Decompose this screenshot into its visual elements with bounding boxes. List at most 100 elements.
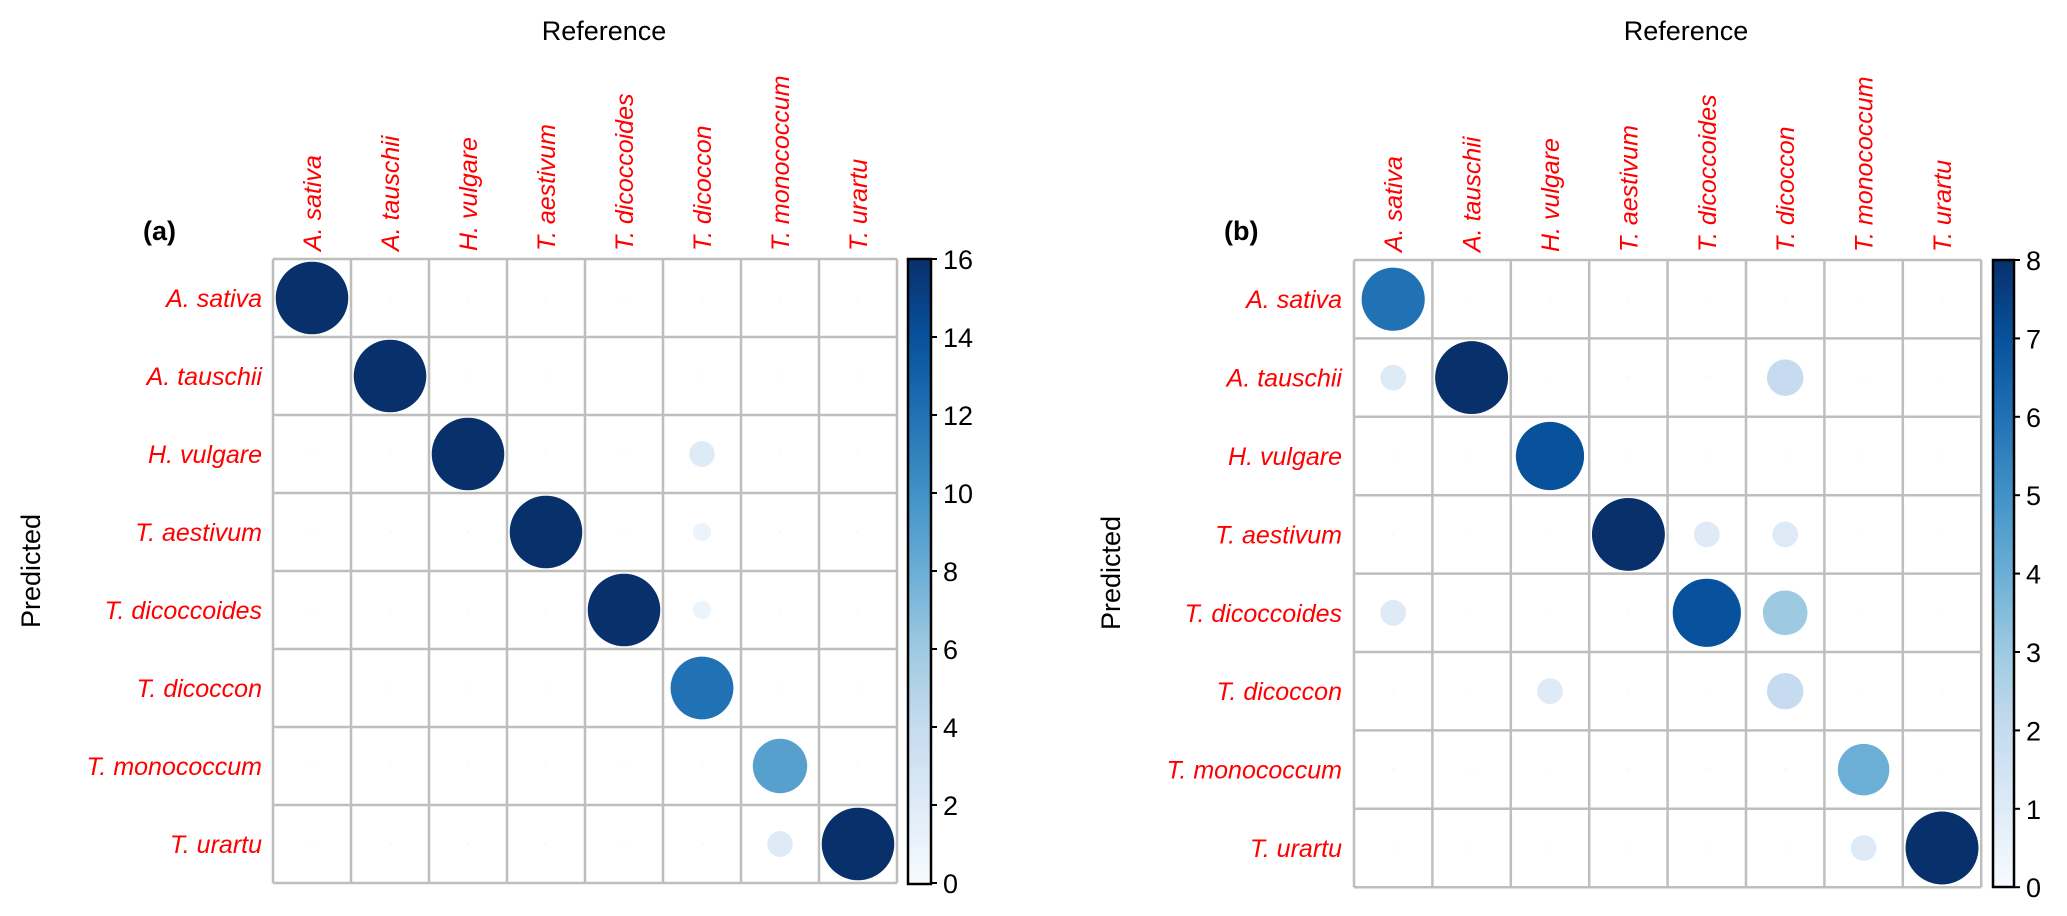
row-labels: A. sativa A. tauschii H. vulgare T. aestivu…	[1166, 286, 1343, 863]
row-label: H. vulgare	[148, 441, 262, 469]
cell-circle	[1548, 768, 1552, 771]
cell-circle	[856, 374, 860, 378]
row-label: T. monococcum	[1166, 757, 1342, 785]
cell-circle	[1784, 454, 1787, 458]
cell-circle	[778, 296, 782, 300]
colorbar-tick-label: 2	[943, 791, 958, 821]
cell-circle	[1862, 298, 1865, 301]
cell-circle	[1470, 298, 1473, 301]
row-label: T. urartu	[1250, 835, 1342, 863]
cell-circle	[1905, 811, 1979, 885]
cell-circle	[1627, 768, 1630, 771]
cell-circle	[466, 764, 470, 768]
colorbar-tick-label: 8	[943, 557, 958, 587]
cell-circle	[1862, 611, 1865, 614]
cell-circle	[1693, 521, 1720, 548]
cell-circle	[1470, 690, 1473, 693]
colorbar-tick-label: 14	[943, 323, 973, 353]
cell-circle	[310, 686, 314, 690]
colorbar-tick-label: 0	[2026, 873, 2041, 903]
row-label: T. aestivum	[135, 519, 262, 547]
cell-circle	[1392, 533, 1395, 536]
column-label: T. aestivum	[1615, 125, 1643, 252]
cell-circle	[1705, 454, 1709, 458]
panel-a: (a) Reference Predicted A. sativa A. taus…	[16, 16, 973, 899]
cell-circle	[856, 686, 860, 690]
x-axis-title: Reference	[542, 16, 667, 46]
cell-circle	[1784, 846, 1787, 850]
cell-circle	[587, 573, 661, 647]
cell-circle	[1837, 743, 1890, 796]
panel-label: (b)	[1224, 216, 1258, 246]
cells	[275, 261, 895, 881]
cell-circle	[1380, 364, 1407, 391]
cell-circle	[275, 261, 349, 335]
panel-label: (a)	[143, 216, 176, 246]
row-label: A. sativa	[1244, 286, 1342, 314]
row-labels: A. sativa A. tauschii H. vulgare T. aestivu…	[86, 285, 263, 859]
row-label: H. vulgare	[1228, 443, 1342, 471]
colorbar-tick-label: 16	[943, 245, 973, 275]
cell-circle	[700, 764, 704, 768]
cell-circle	[856, 608, 860, 612]
cell-circle	[1627, 690, 1630, 693]
cell-circle	[466, 842, 470, 846]
grid	[271, 257, 899, 885]
column-label: T. dicoccon	[689, 125, 717, 251]
cell-circle	[1627, 611, 1630, 614]
colorbar-tick-label: 12	[943, 401, 973, 431]
cell-circle	[1380, 599, 1407, 626]
cell-circle	[388, 608, 392, 612]
cell-circle	[1392, 454, 1395, 458]
column-label: T. dicoccon	[1772, 126, 1800, 252]
cell-circle	[1705, 298, 1709, 301]
cell-circle	[388, 452, 392, 456]
column-labels: A. sativa A. tauschii H. vulgare T. aestivu…	[1380, 76, 1957, 254]
cell-circle	[310, 530, 314, 534]
cell-circle	[388, 686, 392, 690]
colorbar-gradient	[906, 257, 933, 886]
grid	[1352, 258, 1983, 889]
cell-circle	[1361, 267, 1425, 331]
row-label: T. dicoccoides	[1185, 600, 1343, 628]
cell-circle	[544, 842, 548, 846]
cell-circle	[310, 608, 314, 612]
cell-circle	[622, 452, 626, 456]
column-label: T. urartu	[1929, 160, 1957, 252]
cell-circle	[622, 686, 626, 690]
row-label: T. dicoccon	[136, 675, 262, 703]
cell-circle	[1470, 846, 1473, 850]
cells	[1361, 267, 1979, 885]
cell-circle	[689, 441, 715, 467]
row-label: T. monococcum	[86, 753, 262, 781]
cell-circle	[544, 296, 548, 300]
colorbar-tick-label: 4	[2026, 560, 2041, 590]
colorbar-gradient	[1991, 258, 2016, 889]
cell-circle	[544, 686, 548, 690]
cell-circle	[1940, 376, 1944, 379]
cell-circle	[1705, 768, 1709, 771]
colorbar: 0 2 4 6 8 10 12 14 16	[906, 245, 973, 899]
cell-circle	[1784, 298, 1787, 301]
cell-circle	[778, 686, 782, 690]
cell-circle	[1705, 846, 1709, 850]
column-label: T. dicoccoides	[611, 94, 639, 252]
column-label: T. dicoccoides	[1694, 95, 1722, 253]
cell-circle	[1672, 578, 1741, 647]
row-label: T. dicoccon	[1216, 678, 1342, 706]
cell-circle	[700, 374, 704, 378]
cell-circle	[1392, 768, 1395, 771]
column-label: T. urartu	[845, 159, 873, 251]
column-label: A. tauschii	[377, 134, 405, 253]
colorbar: 0 1 2 3 4 5 6 7 8	[1991, 246, 2041, 903]
column-label: T. monococcum	[767, 75, 795, 251]
cell-circle	[622, 842, 626, 846]
colorbar-tick-label: 3	[2026, 638, 2041, 668]
column-label: H. vulgare	[455, 137, 483, 251]
cell-circle	[1515, 421, 1585, 491]
cell-circle	[622, 296, 626, 300]
cell-circle	[692, 600, 712, 620]
colorbar-tick-label: 1	[2026, 795, 2041, 825]
cell-circle	[544, 608, 548, 612]
